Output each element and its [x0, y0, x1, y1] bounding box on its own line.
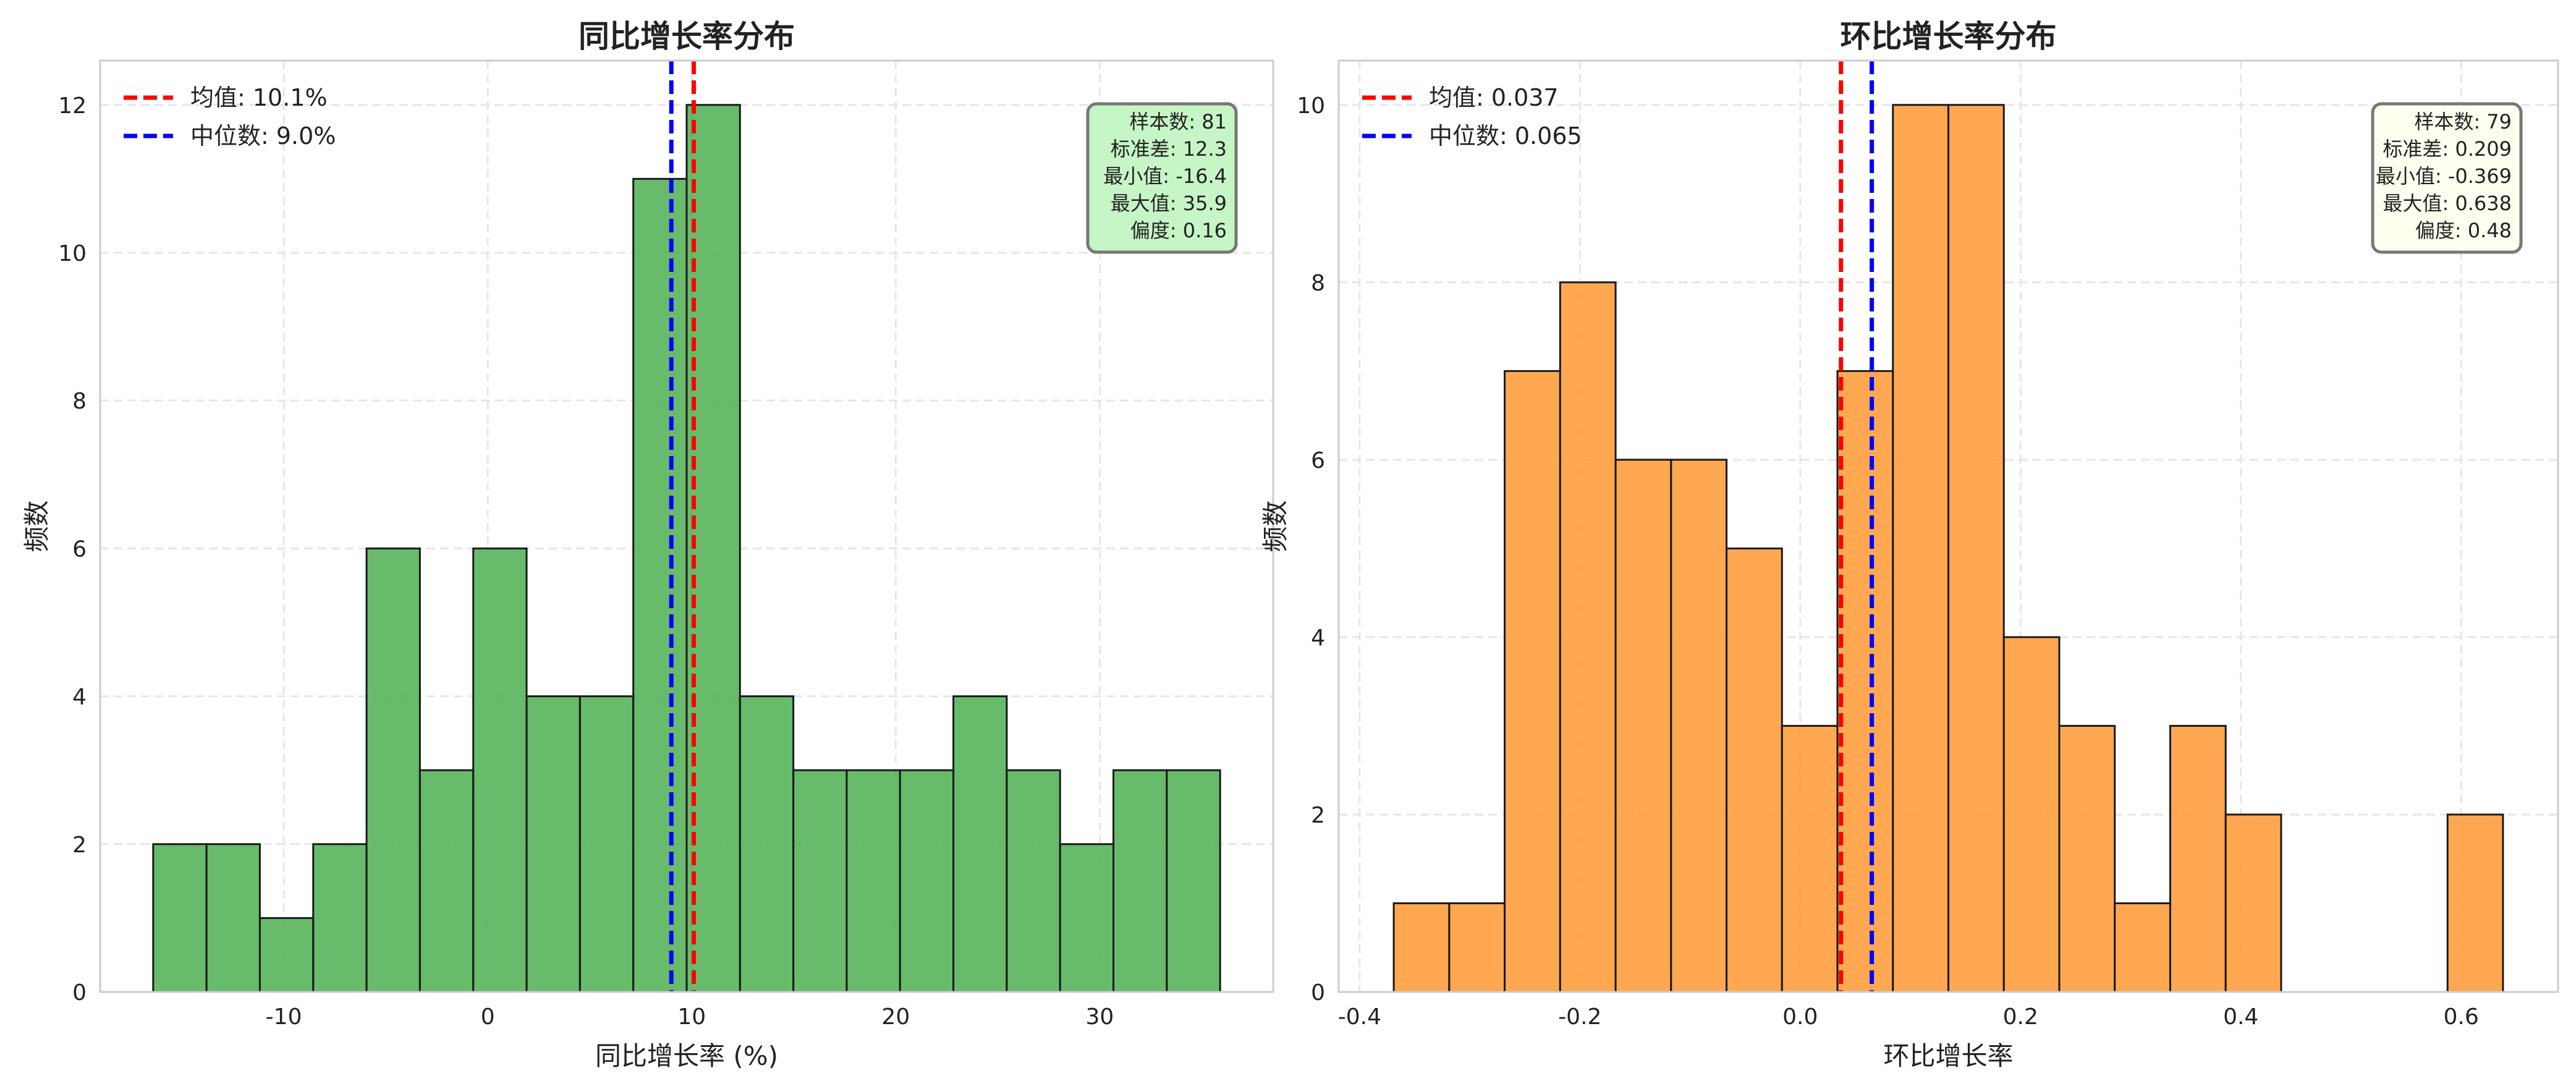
- stats-line: 标准差: 12.3: [1111, 137, 1227, 161]
- x-tick-label: 30: [1086, 1004, 1114, 1030]
- x-tick-label: 0.6: [2444, 1004, 2479, 1030]
- histogram-bar: [525, 695, 581, 993]
- stats-line: 样本数: 79: [2414, 110, 2512, 133]
- chart-title: 环比增长率分布: [1841, 19, 2057, 54]
- histogram-bar: [472, 547, 528, 993]
- chart-title: 同比增长率分布: [578, 19, 795, 54]
- histogram-bar: [952, 695, 1008, 993]
- histogram-bar: [2169, 724, 2227, 993]
- histogram-bar: [2224, 813, 2282, 993]
- axes-frame: [1337, 59, 2559, 993]
- y-tick-label: 4: [72, 685, 87, 710]
- stats-line: 最小值: -0.369: [2376, 164, 2512, 188]
- y-tick-label: 10: [58, 241, 87, 266]
- stats-line: 最大值: 0.638: [2383, 192, 2512, 215]
- axes-frame: [99, 59, 1274, 993]
- histogram-bar: [1166, 769, 1221, 993]
- y-tick-label: 10: [1297, 93, 1325, 119]
- y-tick-label: 4: [1311, 625, 1325, 651]
- histogram-bar: [578, 695, 635, 993]
- histogram-bar: [1112, 769, 1168, 993]
- x-tick-label: 20: [881, 1004, 910, 1030]
- stats-line: 最小值: -16.4: [1103, 164, 1227, 188]
- y-tick-label: 6: [1311, 448, 1325, 473]
- histogram-bar: [205, 843, 261, 993]
- x-axis-label: 同比增长率 (%): [595, 1041, 778, 1071]
- y-tick-label: 6: [72, 536, 87, 562]
- stats-box: 样本数: 79 标准差: 0.209 最小值: -0.369 最大值: 0.638 偏度…: [2371, 102, 2523, 254]
- y-axis-label: 频数: [1260, 500, 1290, 552]
- legend-median-label: 中位数: 9.0%: [190, 122, 336, 150]
- histogram-bar: [1836, 370, 1894, 993]
- stats-line: 最大值: 35.9: [1111, 192, 1227, 215]
- histogram-bar: [845, 769, 901, 993]
- legend-mean-label: 均值: 0.037: [1429, 84, 1559, 111]
- histogram-bar: [1392, 902, 1451, 993]
- y-tick-label: 2: [72, 833, 87, 858]
- histogram-bar: [2002, 636, 2061, 993]
- histogram-bar: [2058, 724, 2116, 993]
- histogram-bar: [1670, 459, 1728, 993]
- legend: 均值: 0.037 中位数: 0.065: [1362, 84, 1582, 150]
- x-tick-label: 0.4: [2223, 1004, 2258, 1030]
- histogram-bar: [632, 177, 688, 993]
- y-axis-label: 频数: [22, 500, 52, 552]
- x-tick-label: -10: [266, 1004, 302, 1030]
- histogram-bar: [1504, 370, 1561, 993]
- histogram-bar: [1781, 724, 1839, 993]
- y-tick-label: 12: [58, 93, 87, 119]
- x-tick-label: -0.4: [1338, 1004, 1381, 1030]
- y-tick-label: 0: [1311, 980, 1325, 1006]
- histogram-bar: [312, 843, 368, 993]
- legend-mean-label: 均值: 10.1%: [190, 84, 328, 111]
- histogram-bar: [1006, 769, 1061, 993]
- y-tick-label: 8: [1311, 271, 1325, 296]
- stats-box-background: [2371, 102, 2523, 254]
- stats-line: 偏度: 0.48: [2415, 219, 2512, 242]
- x-tick-label: -0.2: [1558, 1004, 1601, 1030]
- legend: 均值: 10.1% 中位数: 9.0%: [124, 84, 336, 150]
- histogram-bar: [1947, 104, 2005, 993]
- histogram-bar: [739, 695, 795, 993]
- histogram-bar: [365, 547, 421, 993]
- histogram-bar: [899, 769, 955, 993]
- x-tick-label: 0: [481, 1004, 495, 1030]
- histogram-bar: [418, 769, 475, 993]
- x-tick-label: 0.0: [1782, 1004, 1818, 1030]
- histogram-bar: [1059, 843, 1115, 993]
- histogram-bar: [1559, 281, 1617, 993]
- y-tick-label: 0: [72, 980, 87, 1006]
- histogram-bar: [2446, 813, 2504, 993]
- histogram-bar: [1614, 459, 1672, 993]
- y-tick-label: 2: [1311, 803, 1325, 828]
- x-tick-label: 10: [677, 1004, 706, 1030]
- stats-box: 样本数: 81 标准差: 12.3 最小值: -16.4 最大值: 35.9 偏度: 0…: [1086, 102, 1238, 254]
- histogram-bar: [152, 843, 208, 993]
- histogram-bar: [258, 917, 315, 993]
- x-tick-label: 0.2: [2003, 1004, 2038, 1030]
- histogram-bar: [1448, 902, 1506, 993]
- stats-line: 偏度: 0.16: [1130, 219, 1227, 242]
- y-tick-label: 8: [72, 389, 87, 414]
- stats-line: 标准差: 0.209: [2383, 137, 2512, 161]
- stats-box-background: [1086, 102, 1238, 254]
- legend-median-label: 中位数: 0.065: [1429, 122, 1582, 150]
- histogram-bar: [1892, 104, 1949, 993]
- stats-line: 样本数: 81: [1129, 110, 1227, 133]
- histogram-bar: [2114, 902, 2171, 993]
- x-axis-label: 环比增长率: [1883, 1041, 2013, 1071]
- histogram-bar: [1726, 547, 1783, 993]
- histogram-bar: [792, 769, 848, 993]
